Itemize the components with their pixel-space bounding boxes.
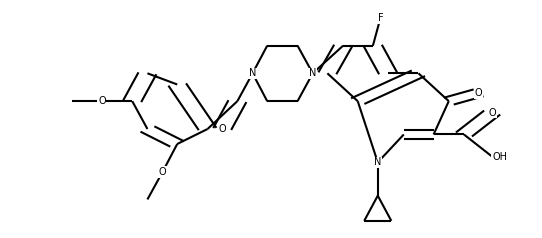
Text: N: N	[374, 157, 382, 167]
Text: O: O	[159, 167, 166, 177]
Text: O: O	[488, 108, 496, 118]
Text: F: F	[378, 13, 383, 23]
Text: O: O	[218, 124, 226, 134]
Text: N: N	[309, 68, 317, 78]
Text: N: N	[249, 68, 256, 78]
Text: OH: OH	[492, 152, 507, 162]
Text: O: O	[475, 88, 482, 98]
Text: O: O	[98, 96, 106, 106]
